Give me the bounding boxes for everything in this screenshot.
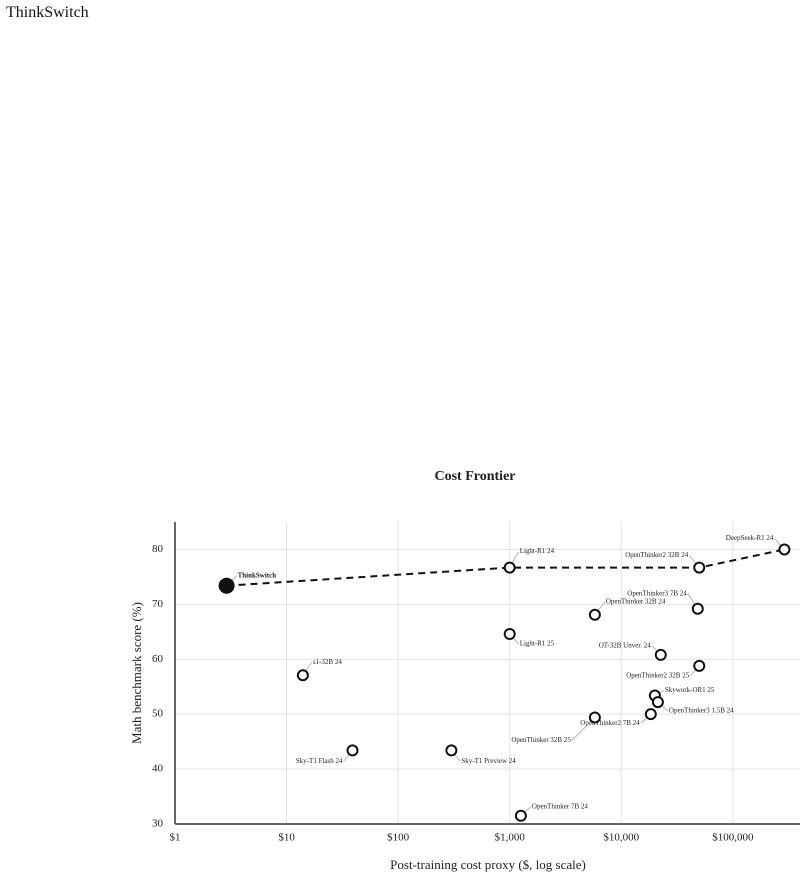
point [691, 602, 704, 615]
y-tick-label: 50 [152, 708, 164, 720]
point [218, 577, 235, 594]
page-title: ThinkSwitch [6, 4, 89, 21]
x-tick-label: $1,000 [495, 832, 526, 844]
frontier-line [226, 548, 785, 587]
point-label: OpenThinker 32B 25 [511, 736, 571, 744]
x-tick-label: $10,000 [603, 832, 639, 844]
point [693, 561, 706, 574]
point [651, 696, 664, 709]
point-label: Light-R1 24 [520, 547, 555, 555]
y-tick-label: 70 [152, 598, 164, 610]
x-tick-label: $100 [387, 832, 410, 844]
point [296, 669, 309, 682]
point [778, 543, 791, 556]
point [644, 708, 657, 721]
point-label: OpenThinker2 32B 25 [626, 671, 689, 679]
point [588, 711, 601, 724]
x-axis-label: Post-training cost proxy ($, log scale) [390, 857, 586, 872]
point-label: Sky-T1 Preview 24 [461, 757, 516, 765]
point [693, 659, 706, 672]
x-tick-label: $10 [278, 832, 295, 844]
point [503, 561, 516, 574]
y-axis-label: Math benchmark score (%) [129, 602, 144, 744]
point [346, 744, 359, 757]
point-label: OpenThinker 32B 24 [606, 597, 666, 605]
x-tick-label: $100,000 [712, 832, 754, 844]
point [445, 744, 458, 757]
point [654, 648, 667, 661]
point-label: s1-32B 24 [313, 658, 342, 666]
point-label: OpenThinker2 7B 24 [580, 719, 640, 727]
point [588, 608, 601, 621]
point [514, 809, 527, 822]
y-tick-label: 30 [152, 818, 164, 830]
point-label: OpenThinker 7B 24 [532, 802, 588, 810]
y-tick-label: 40 [152, 763, 164, 775]
y-tick-label: 80 [152, 543, 164, 555]
point-label: ThinkSwitch [238, 571, 277, 579]
y-tick-label: 60 [152, 653, 164, 665]
point-label: OT-32B Unver. 24 [599, 641, 652, 649]
point [503, 628, 516, 641]
chart-title: Cost Frontier [435, 469, 516, 484]
point-label: OpenThinker3 1.5B 24 [669, 707, 734, 715]
point-label: DeepSeek-R1 24 [726, 534, 774, 542]
point-label: OpenThinker3 7B 24 [627, 589, 687, 597]
point-label: Sky-T1 Flash 24 [296, 757, 343, 765]
point-label: OpenThinker2 32B 24 [625, 551, 688, 559]
x-tick-label: $1 [170, 832, 181, 844]
point-label: Light-R1 25 [520, 640, 555, 648]
point-label: Skywork-OR1 25 [665, 686, 715, 694]
